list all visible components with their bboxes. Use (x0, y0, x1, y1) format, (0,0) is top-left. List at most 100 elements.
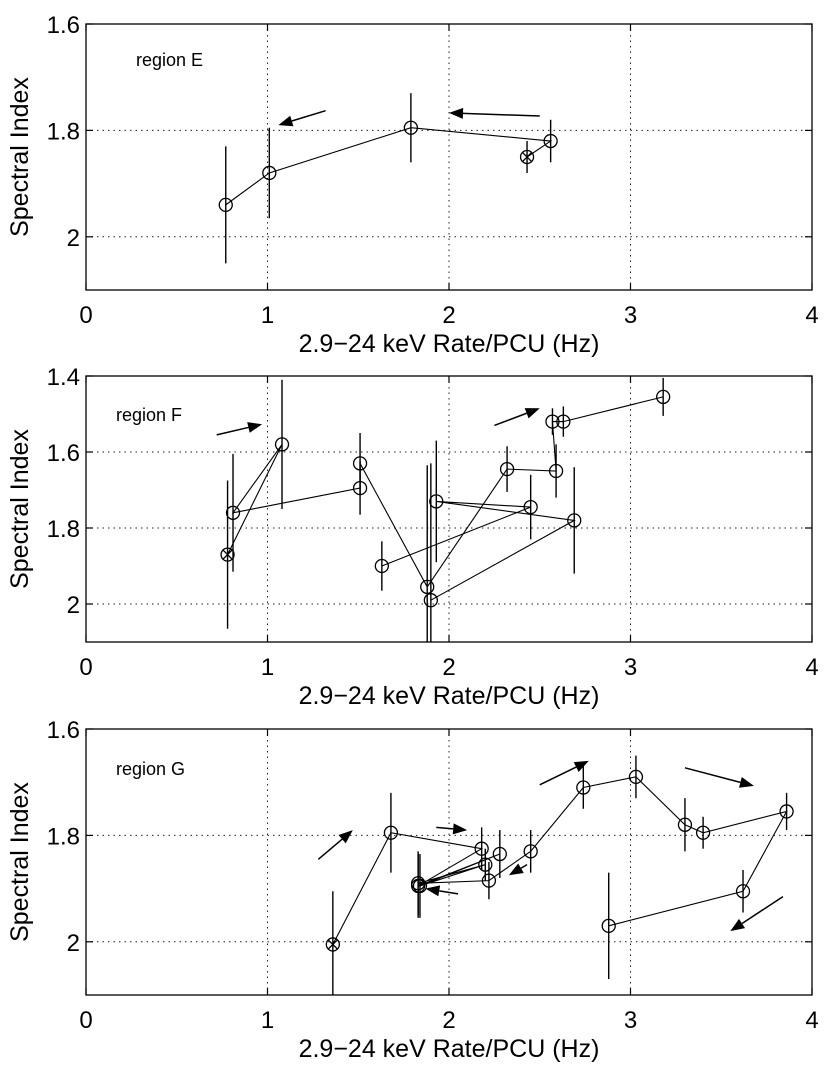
region-label: region F (116, 405, 182, 425)
data-point (523, 499, 538, 515)
y-tick-label: 1.8 (47, 823, 80, 850)
data-point (262, 165, 277, 181)
direction-arrow (741, 895, 784, 925)
y-tick-label: 1.4 (47, 364, 80, 391)
crossed-circle-marker (519, 149, 535, 165)
direction-arrow (436, 826, 454, 830)
x-tick-label: 4 (805, 302, 818, 329)
data-point (352, 480, 368, 496)
x-tick-label: 1 (261, 654, 274, 681)
x-axis-label: 2.9−24 keV Rate/PCU (Hz) (299, 1035, 600, 1063)
x-tick-label: 4 (805, 654, 818, 681)
data-point (628, 769, 644, 785)
data-point (576, 780, 591, 795)
x-tick-label: 1 (261, 1007, 274, 1034)
region-label: region G (116, 759, 185, 779)
data-point (374, 558, 389, 574)
x-tick-label: 3 (624, 302, 637, 329)
direction-arrow (520, 864, 528, 869)
panel-region-g: 0 1 2 3 41.61.822.9−24 keV Rate/PCU (Hz)Spec… (6, 717, 819, 1063)
marker-cross (222, 549, 233, 560)
x-tick-label: 1 (261, 302, 274, 329)
direction-arrow (462, 112, 540, 117)
arrow-head (730, 918, 746, 932)
x-tick-label: 2 (442, 1007, 455, 1034)
x-tick-label: 4 (805, 1007, 818, 1034)
data-point (423, 593, 439, 608)
y-tick-label: 1.8 (47, 516, 80, 543)
data-point (779, 804, 794, 819)
data-point (523, 844, 538, 859)
x-axis-label: 2.9−24 keV Rate/PCU (Hz) (299, 682, 600, 710)
x-axis-label: 2.9−24 keV Rate/PCU (Hz) (299, 330, 600, 358)
marker-cross (521, 151, 533, 163)
y-axis-label: Spectral Index (6, 782, 34, 942)
panel-region-f: 0 1 2 3 41.41.61.822.9−24 keV Rate/PCU (Hz)S… (6, 364, 819, 710)
data-layer (325, 755, 794, 995)
data-layer (218, 93, 558, 264)
region-label: region E (136, 50, 203, 70)
x-tick-label: 3 (624, 654, 637, 681)
data-point (352, 456, 368, 471)
x-tick-label: 2 (442, 302, 455, 329)
data-point (403, 120, 419, 135)
data-point (474, 841, 489, 856)
arrow-head (278, 115, 294, 127)
data-point (410, 876, 426, 891)
x-tick-label: 0 (79, 654, 92, 681)
y-tick-label: 2 (67, 592, 80, 619)
data-point (274, 437, 290, 452)
data-point (492, 846, 507, 862)
x-tick-label: 0 (79, 302, 92, 329)
series-line (332, 776, 788, 945)
direction-arrow (216, 426, 249, 436)
series-line (225, 127, 553, 206)
x-tick-label: 3 (624, 1007, 637, 1034)
y-tick-label: 1.6 (47, 717, 80, 744)
y-tick-label: 2 (67, 225, 80, 252)
data-point (412, 878, 428, 894)
data-point (420, 579, 435, 595)
data-point (656, 389, 671, 405)
x-tick-label: 2 (442, 654, 455, 681)
arrow-head (449, 107, 464, 119)
data-point (543, 133, 558, 149)
series-line (227, 396, 664, 588)
crossed-circle-marker (325, 937, 340, 952)
y-tick-label: 1.8 (47, 118, 80, 145)
arrow-head (573, 760, 589, 773)
data-point (548, 463, 564, 479)
panel-region-e: 0 1 2 3 41.61.822.9−24 keV Rate/PCU (Hz)Spec… (6, 12, 819, 358)
y-tick-label: 1.6 (47, 440, 80, 467)
direction-arrow (291, 109, 326, 122)
y-axis-label: Spectral Index (6, 429, 34, 589)
marker-cross (327, 939, 338, 950)
data-point (567, 513, 582, 528)
data-layer (220, 377, 671, 642)
y-tick-label: 1.6 (47, 12, 80, 39)
data-point (429, 494, 444, 509)
crossed-circle-marker (220, 547, 235, 562)
data-point (481, 873, 497, 888)
data-point (601, 918, 616, 933)
data-point (478, 857, 493, 872)
data-point (383, 825, 399, 840)
data-point (225, 505, 241, 520)
direction-arrow (317, 838, 343, 860)
x-tick-label: 0 (79, 1007, 92, 1034)
arrow-head (452, 823, 468, 835)
data-point (499, 461, 515, 477)
direction-arrow (494, 412, 527, 427)
arrow-head (524, 408, 540, 419)
data-point (545, 414, 560, 429)
arrow-head (738, 777, 754, 788)
arrow-head (247, 422, 263, 433)
y-tick-label: 2 (67, 930, 80, 957)
data-point (677, 817, 693, 832)
series-line (381, 500, 576, 601)
data-point (218, 197, 233, 213)
y-axis-label: Spectral Index (6, 77, 34, 237)
data-point (695, 825, 711, 840)
direction-arrow (684, 767, 741, 784)
